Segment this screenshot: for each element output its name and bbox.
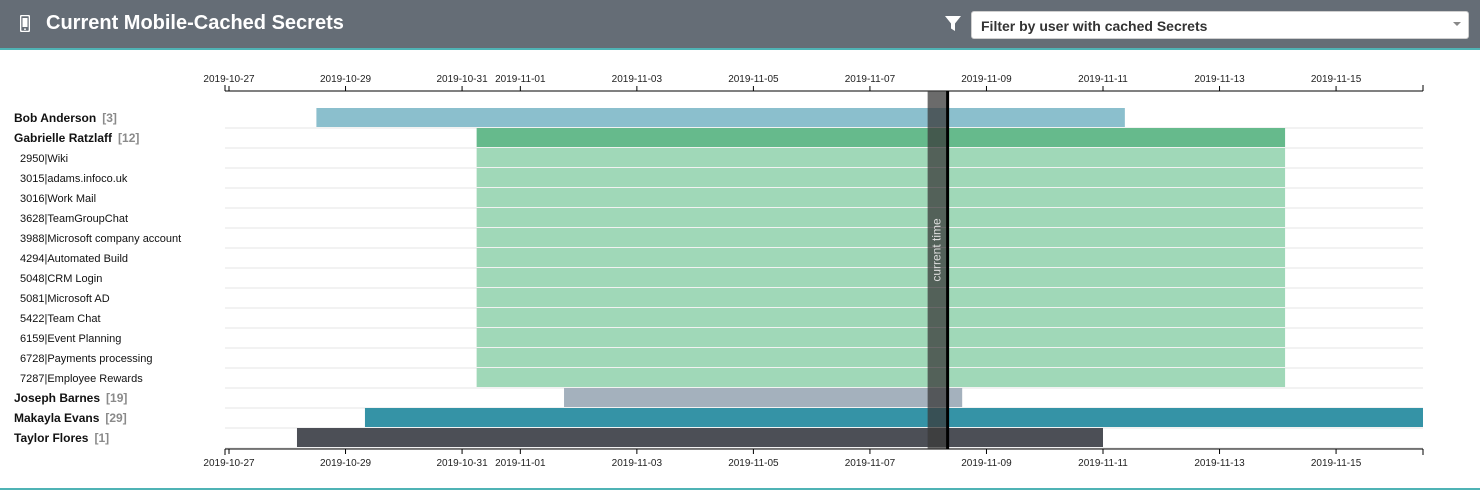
axis-tick-label: 2019-11-11 bbox=[1078, 458, 1128, 469]
axis-tick-label: 2019-11-15 bbox=[1311, 458, 1362, 469]
secret-row-label: 6728|Payments processing bbox=[20, 353, 153, 365]
axis-tick-label: 2019-11-15 bbox=[1311, 74, 1362, 85]
timeline-bar bbox=[476, 288, 1286, 307]
timeline-bar bbox=[476, 248, 1286, 267]
chevron-down-icon bbox=[1453, 22, 1461, 26]
bottom-divider bbox=[0, 488, 1480, 490]
timeline-bar bbox=[364, 408, 1423, 427]
secret-row-label: 3015|adams.infoco.uk bbox=[20, 173, 128, 185]
user-row-label: Joseph Barnes [19] bbox=[14, 391, 127, 405]
timeline-bar bbox=[476, 228, 1286, 247]
user-row-label: Bob Anderson [3] bbox=[14, 111, 117, 125]
user-filter-select[interactable]: Filter by user with cached Secrets bbox=[971, 11, 1469, 39]
secret-row-label: 5422|Team Chat bbox=[20, 313, 101, 325]
axis-tick-label: 2019-10-29 bbox=[320, 458, 372, 469]
axis-tick-label: 2019-11-03 bbox=[612, 458, 663, 469]
secret-row-label: 7287|Employee Rewards bbox=[20, 373, 143, 385]
secret-row-label: 5048|CRM Login bbox=[20, 273, 102, 285]
secret-row-label: 5081|Microsoft AD bbox=[20, 293, 110, 305]
timeline-bar bbox=[476, 128, 1286, 147]
axis-tick-label: 2019-11-01 bbox=[495, 458, 546, 469]
timeline-bar bbox=[476, 168, 1286, 187]
axis-tick-label: 2019-11-03 bbox=[612, 74, 663, 85]
mobile-phone-icon bbox=[20, 15, 30, 32]
timeline-bar bbox=[476, 208, 1286, 227]
secret-row-label: 4294|Automated Build bbox=[20, 253, 128, 265]
axis-tick-label: 2019-11-05 bbox=[728, 458, 779, 469]
axis-tick-label: 2019-10-27 bbox=[203, 74, 255, 85]
timeline-bar bbox=[476, 308, 1286, 327]
axis-tick-label: 2019-10-29 bbox=[320, 74, 372, 85]
timeline-bar bbox=[476, 148, 1286, 167]
axis-tick-label: 2019-11-05 bbox=[728, 74, 779, 85]
timeline-bar bbox=[476, 188, 1286, 207]
axis-tick-label: 2019-11-01 bbox=[495, 74, 546, 85]
page-title: Current Mobile-Cached Secrets bbox=[46, 12, 344, 34]
axis-tick-label: 2019-10-27 bbox=[203, 458, 255, 469]
user-row-label: Gabrielle Ratzlaff [12] bbox=[14, 131, 139, 145]
secret-row-label: 2950|Wiki bbox=[20, 153, 68, 165]
axis-tick-label: 2019-11-07 bbox=[845, 74, 896, 85]
timeline-bar bbox=[316, 108, 1125, 127]
secret-row-label: 6159|Event Planning bbox=[20, 333, 121, 345]
current-time-band bbox=[927, 91, 948, 449]
secret-row-label: 3988|Microsoft company account bbox=[20, 233, 181, 245]
axis-tick-label: 2019-10-31 bbox=[436, 458, 488, 469]
filter-icon bbox=[945, 16, 961, 31]
timeline-bar bbox=[476, 268, 1286, 287]
user-row-label: Taylor Flores [1] bbox=[14, 431, 109, 445]
axis-tick-label: 2019-11-13 bbox=[1194, 74, 1245, 85]
secret-row-label: 3016|Work Mail bbox=[20, 193, 96, 205]
timeline-bar bbox=[476, 328, 1286, 347]
user-filter-placeholder: Filter by user with cached Secrets bbox=[981, 18, 1208, 34]
axis-tick-label: 2019-10-31 bbox=[436, 74, 488, 85]
user-row-label: Makayla Evans [29] bbox=[14, 411, 127, 425]
timeline-bar bbox=[564, 388, 963, 407]
timeline-chart: Bob Anderson [3] Gabrielle Ratzlaff [12] 295… bbox=[14, 74, 1424, 469]
axis-tick-label: 2019-11-07 bbox=[845, 458, 896, 469]
timeline-bar bbox=[476, 348, 1286, 367]
axis-tick-label: 2019-11-09 bbox=[961, 74, 1012, 85]
header-bar: Current Mobile-Cached Secrets Filter by … bbox=[0, 0, 1480, 50]
current-time-label: current time bbox=[930, 218, 944, 282]
timeline-bar bbox=[476, 368, 1286, 387]
axis-tick-label: 2019-11-13 bbox=[1194, 458, 1245, 469]
timeline-bar bbox=[296, 428, 1103, 447]
axis-tick-label: 2019-11-11 bbox=[1078, 74, 1128, 85]
secret-row-label: 3628|TeamGroupChat bbox=[20, 213, 128, 225]
axis-tick-label: 2019-11-09 bbox=[961, 458, 1012, 469]
